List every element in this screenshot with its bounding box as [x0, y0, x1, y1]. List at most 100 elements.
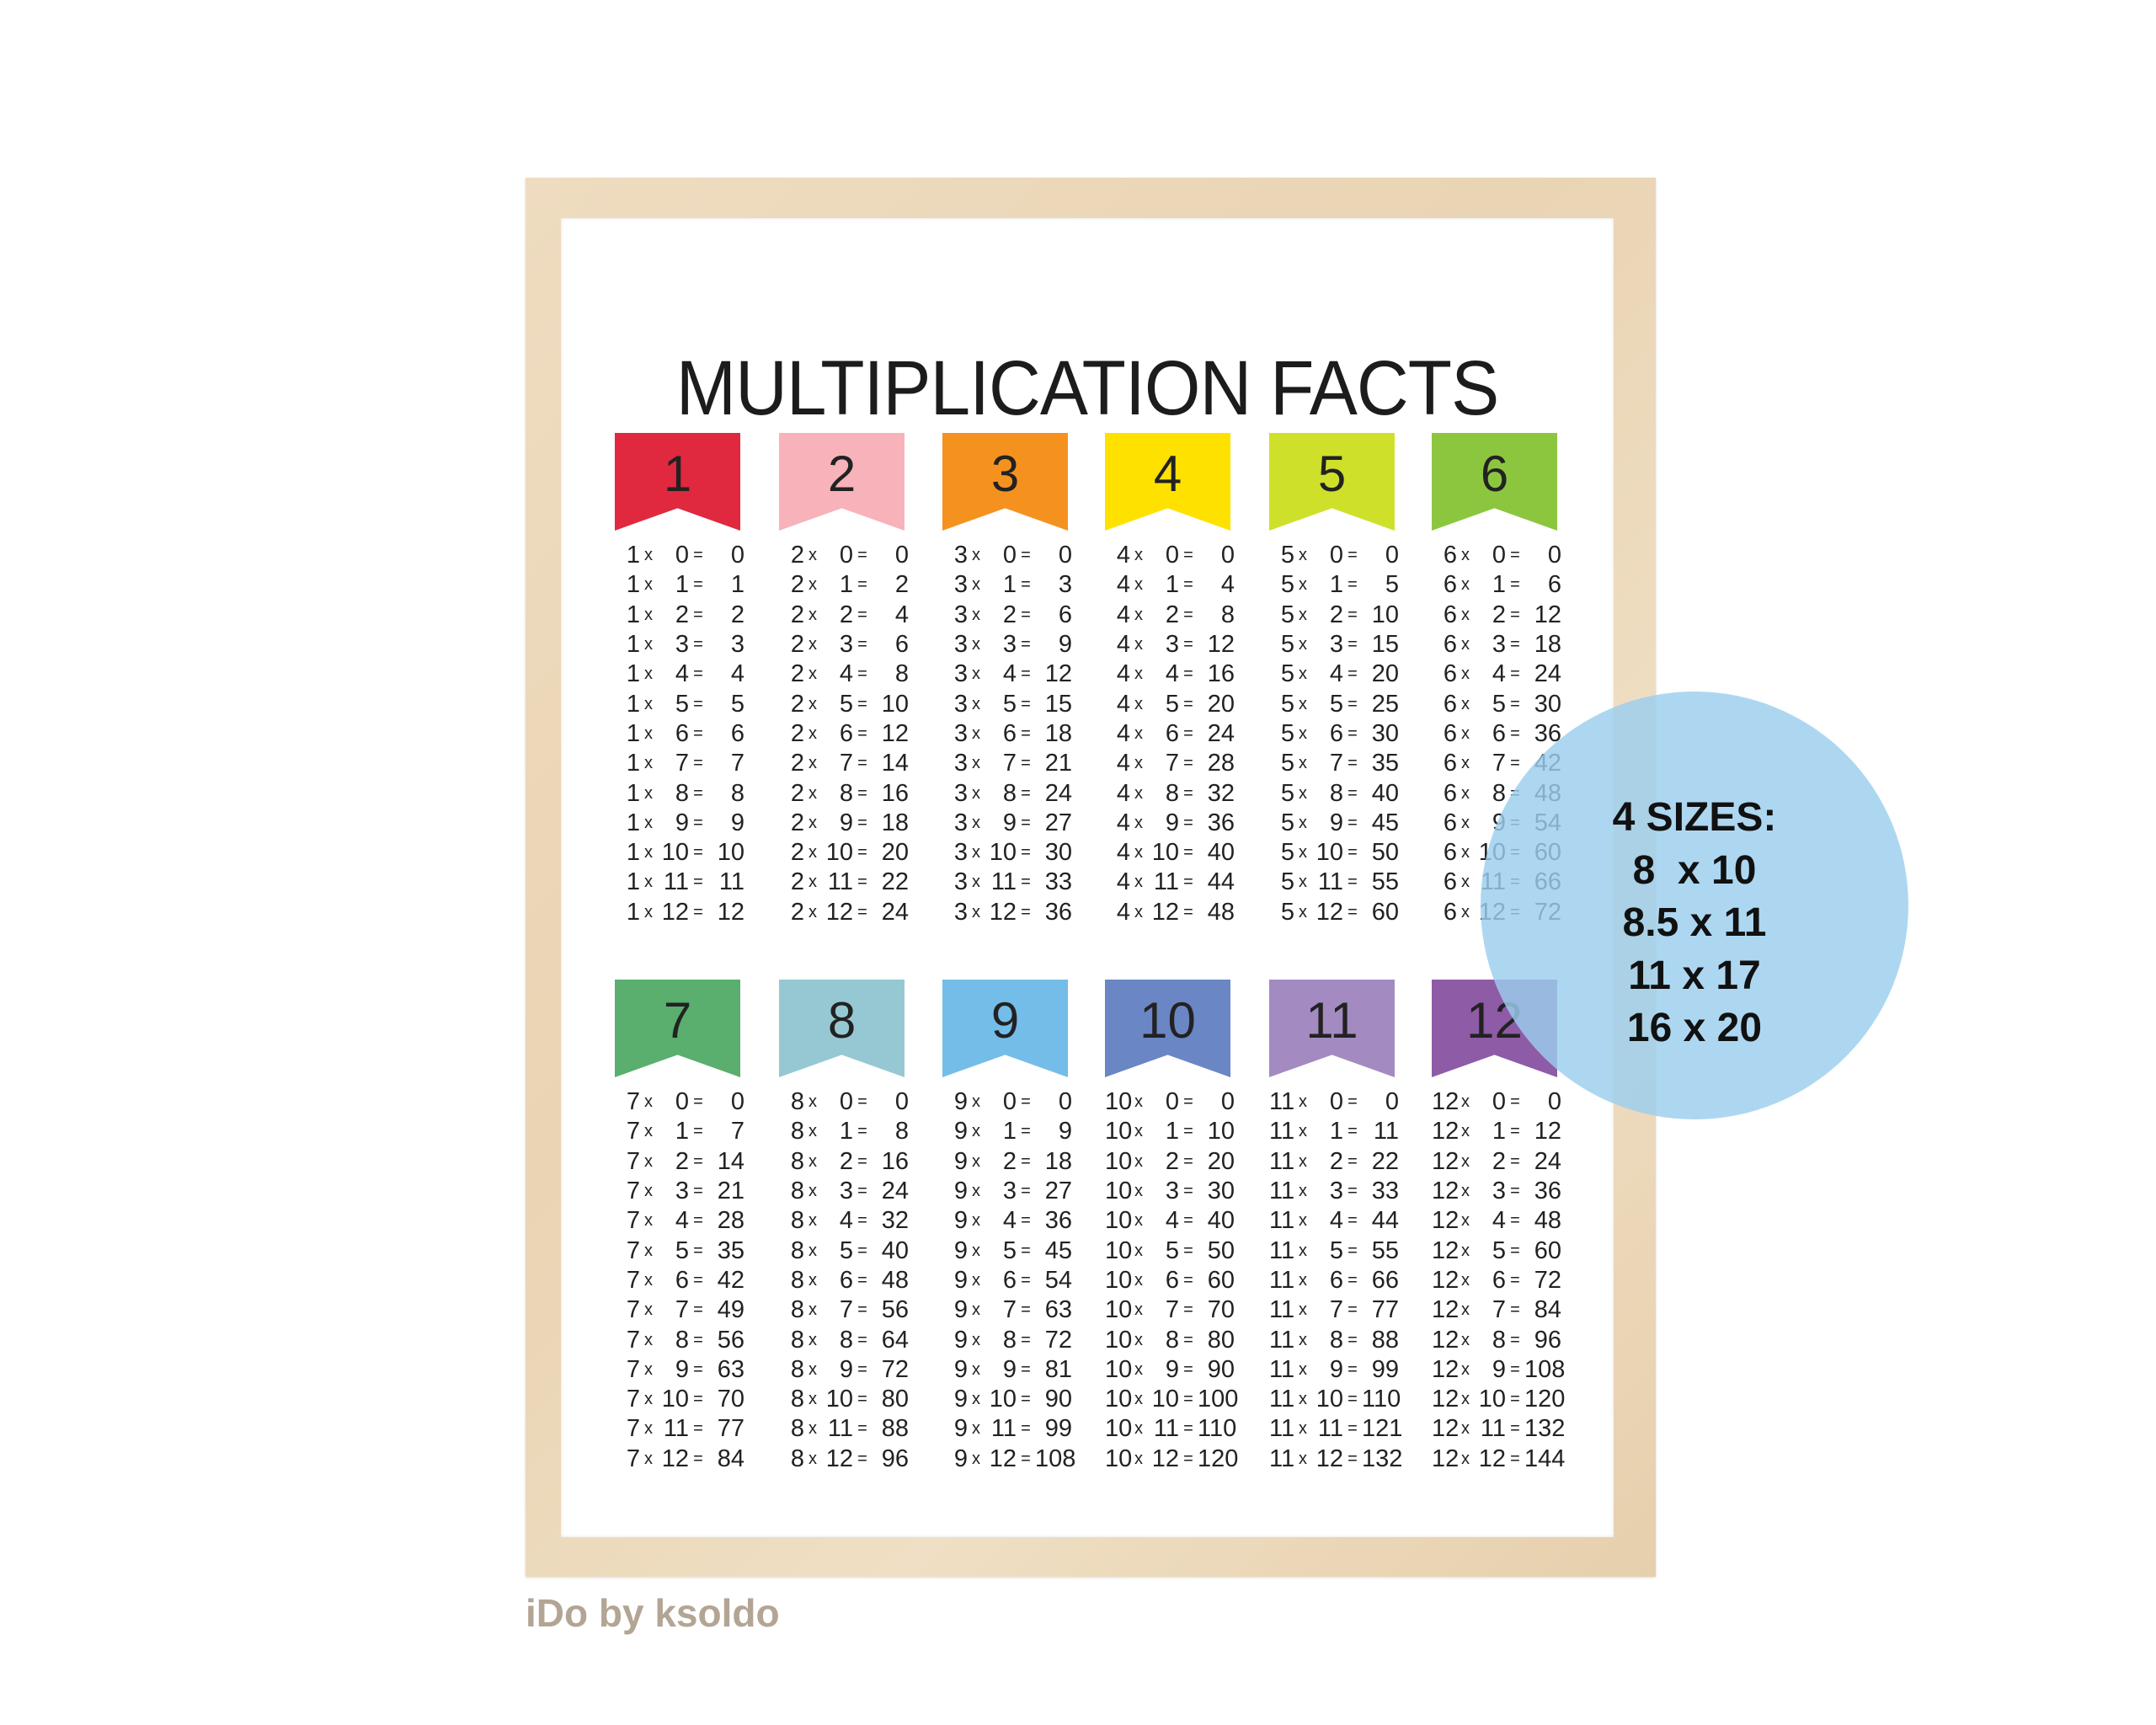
product: 96	[881, 1445, 909, 1472]
equals-sign: =	[693, 1419, 703, 1439]
product: 9	[1058, 631, 1072, 659]
factor-b: 2	[1165, 1147, 1179, 1175]
factor-b: 0	[1329, 542, 1343, 569]
times-sign: x	[808, 1449, 817, 1468]
factor-a: 11	[1269, 1266, 1295, 1294]
product: 25	[1371, 690, 1399, 718]
factor-b: 9	[1165, 1355, 1179, 1383]
factor-b: 0	[1165, 1088, 1179, 1116]
factor-b: 10	[661, 1386, 689, 1413]
times-sign: x	[972, 1330, 980, 1349]
fact-row: 4 x 6 = 24	[1105, 719, 1240, 749]
factor-b: 2	[1165, 601, 1179, 628]
factor-a: 8	[790, 1415, 804, 1443]
factor-a: 1	[626, 690, 640, 718]
factor-a: 4	[1116, 719, 1130, 747]
product: 56	[881, 1296, 909, 1324]
product: 12	[1207, 631, 1235, 659]
fact-row: 11 x 10 = 110	[1269, 1385, 1404, 1414]
fact-row: 6 x 5 = 30	[1432, 689, 1566, 718]
factor-a: 4	[1116, 601, 1130, 628]
factor-a: 11	[1269, 1445, 1295, 1472]
product: 108	[1035, 1445, 1076, 1472]
factor-a: 3	[953, 631, 968, 659]
fact-row: 4 x 11 = 44	[1105, 868, 1240, 897]
fact-row: 2 x 7 = 14	[779, 749, 914, 778]
factor-b: 1	[839, 571, 853, 599]
product: 16	[881, 779, 909, 807]
times-sign: x	[1461, 813, 1470, 832]
equals-sign: =	[693, 1182, 703, 1201]
fact-row: 8 x 3 = 24	[779, 1177, 914, 1206]
equals-sign: =	[1348, 1211, 1358, 1231]
product: 24	[881, 898, 909, 926]
factor-a: 2	[790, 898, 804, 926]
fact-row: 8 x 8 = 64	[779, 1325, 914, 1354]
factor-a: 8	[790, 1386, 804, 1413]
factor-a: 6	[1443, 809, 1457, 836]
product: 120	[1524, 1386, 1566, 1413]
size-line: 8.5 x 11	[1622, 900, 1767, 945]
fact-row: 5 x 11 = 55	[1269, 868, 1404, 897]
factor-b: 1	[1492, 1118, 1506, 1146]
product: 6	[894, 631, 909, 659]
fact-row: 10 x 10 = 100	[1105, 1385, 1240, 1414]
factor-b: 8	[839, 1326, 853, 1354]
factor-a: 1	[626, 601, 640, 628]
factor-a: 10	[1105, 1415, 1133, 1443]
factor-b: 5	[675, 1236, 689, 1264]
factor-b: 11	[1153, 868, 1179, 896]
fact-row: 6 x 6 = 36	[1432, 719, 1566, 749]
fact-row: 10 x 6 = 60	[1105, 1266, 1240, 1295]
factor-b: 2	[675, 601, 689, 628]
equals-sign: =	[1348, 546, 1358, 565]
fact-row: 5 x 1 = 5	[1269, 570, 1404, 600]
product: 108	[1524, 1355, 1566, 1383]
fact-row: 4 x 12 = 48	[1105, 898, 1240, 927]
fact-row: 1 x 9 = 9	[615, 809, 750, 838]
fact-row: 9 x 4 = 36	[942, 1206, 1077, 1236]
factor-a: 12	[1432, 1147, 1460, 1175]
factor-b: 7	[675, 750, 689, 777]
equals-sign: =	[1510, 1241, 1520, 1260]
times-sign: x	[1461, 783, 1470, 803]
factor-b: 11	[1317, 1415, 1343, 1443]
factor-b: 4	[1329, 1207, 1343, 1235]
factor-b: 6	[1329, 719, 1343, 747]
factor-b: 3	[1002, 1178, 1017, 1205]
factor-b: 2	[839, 1147, 853, 1175]
factor-b: 8	[1002, 779, 1017, 807]
factor-b: 9	[675, 1355, 689, 1383]
equals-sign: =	[1348, 724, 1358, 743]
factor-b: 0	[1329, 1088, 1343, 1116]
times-sign: x	[1134, 1092, 1143, 1112]
factor-b: 7	[1492, 750, 1506, 777]
equals-sign: =	[1021, 1390, 1031, 1409]
factor-b: 3	[1492, 1178, 1506, 1205]
factor-a: 1	[626, 571, 640, 599]
factor-a: 9	[953, 1355, 968, 1383]
fact-row: 8 x 5 = 40	[779, 1236, 914, 1265]
factor-a: 12	[1432, 1236, 1460, 1264]
factor-b: 1	[1165, 571, 1179, 599]
facts-list: 8 x 0 = 0 8 x 1 = 8 8 x 2 = 16 8 x 3 = 24 8 x 4 = 32 8 x 5 = 40 8 x 6 = 48…	[779, 1087, 914, 1474]
product: 77	[1371, 1296, 1399, 1324]
product: 4	[894, 601, 909, 628]
factor-a: 3	[953, 719, 968, 747]
factor-b: 4	[675, 660, 689, 688]
product: 0	[1547, 1088, 1561, 1116]
fact-row: 6 x 2 = 12	[1432, 601, 1566, 630]
factor-a: 4	[1116, 571, 1130, 599]
factor-b: 8	[1492, 1326, 1506, 1354]
times-sign: x	[808, 754, 817, 773]
equals-sign: =	[1021, 1449, 1031, 1468]
times-sign: x	[1134, 1241, 1143, 1260]
times-sign: x	[1134, 635, 1143, 654]
times-sign: x	[644, 1359, 653, 1379]
fact-row: 3 x 12 = 36	[942, 898, 1077, 927]
times-sign: x	[808, 1122, 817, 1141]
fact-row: 4 x 7 = 28	[1105, 749, 1240, 778]
equals-sign: =	[1348, 1270, 1358, 1290]
fact-row: 1 x 10 = 10	[615, 838, 750, 868]
times-sign: x	[972, 635, 980, 654]
